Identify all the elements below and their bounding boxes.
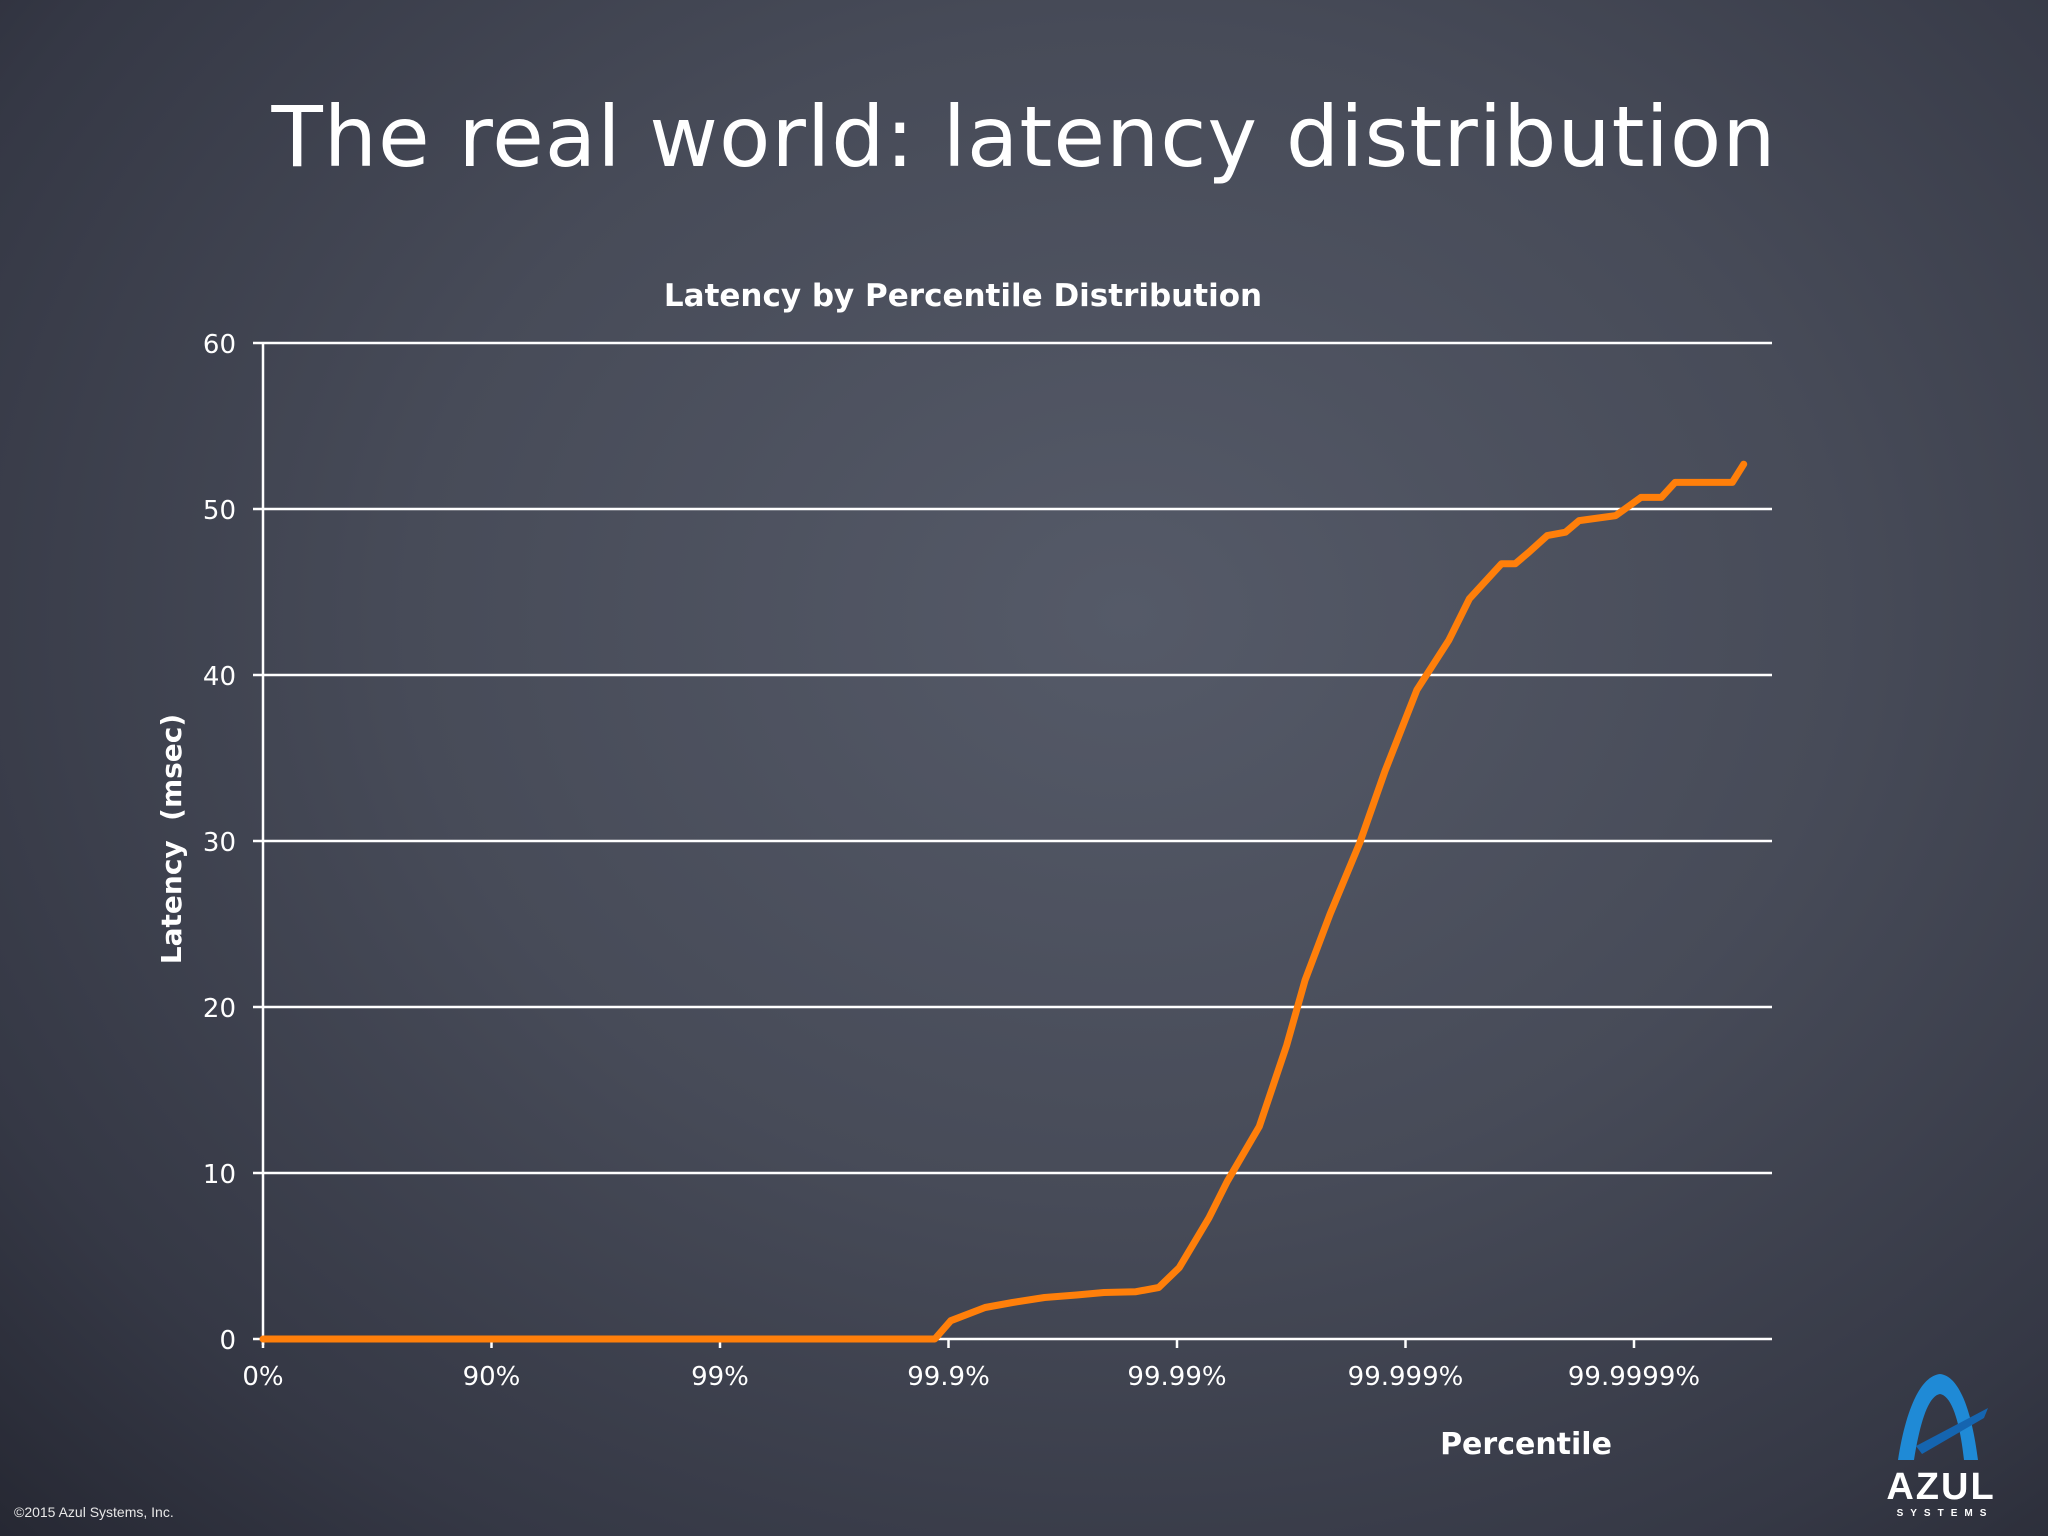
- azul-a-logo-icon: [1898, 1374, 1988, 1460]
- logo-subtitle: SYSTEMS: [1896, 1508, 1994, 1519]
- gridlines: [253, 341, 1772, 1341]
- x-tick-label: 90%: [463, 1362, 521, 1392]
- copyright-notice: ©2015 Azul Systems, Inc.: [14, 1504, 174, 1520]
- y-tick-label: 20: [203, 994, 236, 1024]
- azul-logo: AZUL SYSTEMS: [1876, 1368, 2026, 1519]
- chart-title: Latency by Percentile Distribution: [664, 278, 1262, 314]
- y-axis-label: Latency (msec): [155, 714, 188, 964]
- x-axis-label: Percentile: [1440, 1427, 1612, 1462]
- x-tick-label: 0%: [242, 1362, 283, 1392]
- y-tick-label: 50: [203, 496, 236, 526]
- slide-title: The real world: latency distribution: [271, 88, 1777, 186]
- y-tick-label: 10: [203, 1160, 236, 1190]
- logo-wordmark: AZUL: [1886, 1466, 1996, 1508]
- y-tick-label: 0: [219, 1326, 236, 1356]
- x-tick-label: 99%: [691, 1362, 749, 1392]
- x-tick-label: 99.999%: [1348, 1362, 1464, 1392]
- x-tick-label: 99.9999%: [1568, 1362, 1700, 1392]
- y-axis-ticks: 0 10 20 30 40 50 60: [203, 330, 236, 1356]
- x-tick-label: 99.9%: [907, 1362, 990, 1392]
- y-tick-label: 40: [203, 662, 236, 692]
- x-tick-label: 99.99%: [1127, 1362, 1226, 1392]
- y-tick-label: 60: [203, 330, 236, 360]
- y-tick-label: 30: [203, 828, 236, 858]
- x-axis-ticks: 0% 90% 99% 99.9% 99.99% 99.999% 99.9999%: [242, 1339, 1700, 1392]
- latency-series-line: [259, 460, 1748, 1343]
